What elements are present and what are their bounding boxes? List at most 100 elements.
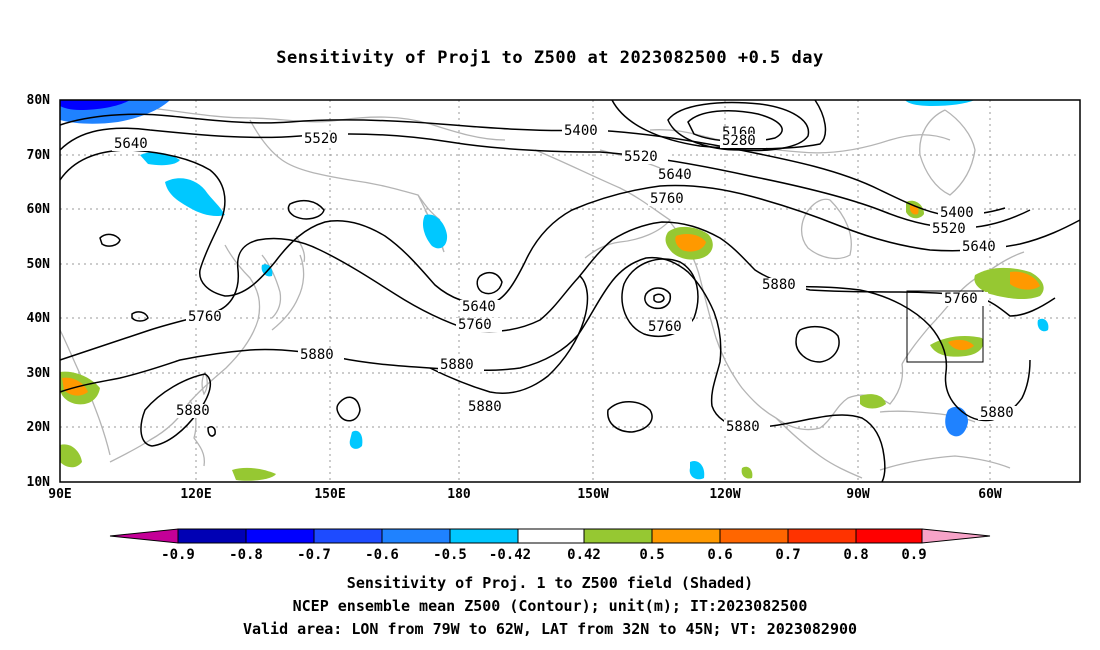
negative-patch-atlantic: [1037, 318, 1049, 332]
colorbar-segment: [855, 528, 923, 544]
lon-label: 120W: [709, 487, 740, 502]
japan: [271, 235, 306, 331]
siberia-east-coast: [249, 119, 441, 221]
contour-5880-east: [759, 285, 1031, 422]
contour-small-low-1: [99, 233, 121, 247]
colorbar-label: 0.42: [567, 547, 601, 563]
caption-shading: Sensitivity of Proj. 1 to Z500 field (Sh…: [346, 574, 754, 592]
colorbar-segment: [719, 528, 789, 544]
contour-small-low-3: [287, 199, 325, 220]
china-coast: [109, 244, 261, 463]
negative-patch-siberia: [165, 178, 225, 217]
lon-label: 150W: [577, 487, 608, 502]
taiwan: [201, 371, 208, 396]
colorbar-label: -0.7: [297, 547, 331, 563]
contour-label: 5520: [932, 221, 966, 237]
colorbar-label: -0.6: [365, 547, 399, 563]
lat-label: 80N: [27, 93, 51, 108]
greenland: [919, 109, 976, 196]
canada-arctic: [649, 129, 951, 154]
colorbar-label: -0.8: [229, 547, 263, 563]
contour-high-pacific: [336, 396, 361, 422]
contour-label: 5880: [468, 399, 502, 415]
contour-label: 5640: [962, 239, 996, 255]
contour-label: 5760: [648, 319, 682, 335]
contour-label: 5880: [440, 357, 474, 373]
contour-label: 5400: [940, 205, 974, 221]
colorbar-label: 0.9: [901, 547, 926, 563]
colorbar-label: 0.7: [775, 547, 800, 563]
contour-label: 5400: [564, 123, 598, 139]
colorbar-label: 0.5: [639, 547, 664, 563]
colorbar-segment: [651, 528, 721, 544]
colorbar-right-triangle: [921, 528, 991, 544]
lon-label: 150E: [314, 487, 345, 502]
lon-label: 60W: [978, 487, 1002, 502]
contour-label: 5880: [980, 405, 1014, 421]
positive-patch-alaska-core: [675, 234, 706, 252]
colorbar-segment: [177, 528, 247, 544]
hudson-bay: [801, 198, 852, 260]
contour-cutoff-low-inner: [644, 287, 672, 310]
contour-5400-arctic: [611, 99, 827, 150]
positive-patch-gulf: [860, 394, 886, 409]
positive-patch-valid-area-core: [948, 339, 974, 351]
lon-label: 90W: [846, 487, 870, 502]
contour-5880-pacific: [429, 275, 589, 394]
lon-label: 90E: [48, 487, 71, 502]
colorbar-label: -0.5: [433, 547, 467, 563]
contour-label-layer: 5160 5280 5400 5400 5520 5520 5520 5640: [112, 123, 1024, 435]
positive-patch-mexico: [741, 466, 753, 479]
colorbar-segment: [245, 528, 315, 544]
contour-label: 5520: [624, 149, 658, 165]
contour-5640: [59, 149, 1081, 306]
valid-area-box: [906, 290, 984, 363]
z500-contours: [59, 99, 1081, 483]
contour-small-low-4: [476, 271, 503, 295]
central-america: [775, 417, 863, 479]
contour-label: 5280: [722, 133, 756, 149]
negative-patch-siberia-2: [140, 152, 180, 166]
colorbar-label: 0.6: [707, 547, 732, 563]
negative-patch-kamchatka: [422, 214, 448, 249]
contour-high-us: [795, 325, 840, 363]
colorbar-segment: [517, 528, 585, 544]
positive-patch-pacific-w: [232, 467, 276, 481]
colorbar-segment: [787, 528, 857, 544]
gulf-of-mexico: [775, 363, 904, 431]
contour-label: 5640: [114, 136, 148, 152]
lon-label: 120E: [180, 487, 211, 502]
contour-high-philippines-core: [207, 426, 216, 437]
contour-high-mexico: [607, 401, 653, 433]
south-america-north: [879, 455, 1011, 471]
colorbar-labels: -0.9 -0.8 -0.7 -0.6 -0.5 -0.42 0.42 0.5 …: [161, 547, 927, 563]
contour-label: 5520: [304, 131, 338, 147]
negative-patch-caribbean: [945, 406, 968, 437]
contour-label: 5760: [188, 309, 222, 325]
contour-cutoff-low-core: [653, 293, 665, 303]
contour-label: 5640: [462, 299, 496, 315]
contour-label: 5880: [300, 347, 334, 363]
colorbar-segment: [313, 528, 383, 544]
lat-label: 40N: [27, 311, 51, 326]
map-title: Sensitivity of Proj1 to Z500 at 20230825…: [276, 48, 824, 68]
colorbar-segment: [449, 528, 519, 544]
lon-label: 180: [447, 487, 471, 502]
korea: [261, 254, 282, 319]
colorbar-label: -0.42: [489, 547, 531, 563]
contour-5520: [59, 127, 1031, 229]
positive-patch-south-asia: [60, 444, 82, 468]
contour-5880: [59, 256, 886, 483]
colorbar-segment: [583, 528, 653, 544]
contour-5760: [59, 221, 1056, 361]
colorbar-label: -0.9: [161, 547, 195, 563]
lat-label: 50N: [27, 257, 51, 272]
colorbar-label: 0.8: [843, 547, 868, 563]
lat-axis-labels: 80N 70N 60N 50N 40N 30N 20N 10N: [27, 93, 51, 490]
contour-label: 5880: [176, 403, 210, 419]
sensitivity-shading: [60, 100, 1049, 481]
contour-label: 5880: [726, 419, 760, 435]
negative-patch-arctic-west-core: [60, 100, 130, 110]
contour-cutoff-low: [621, 258, 699, 338]
